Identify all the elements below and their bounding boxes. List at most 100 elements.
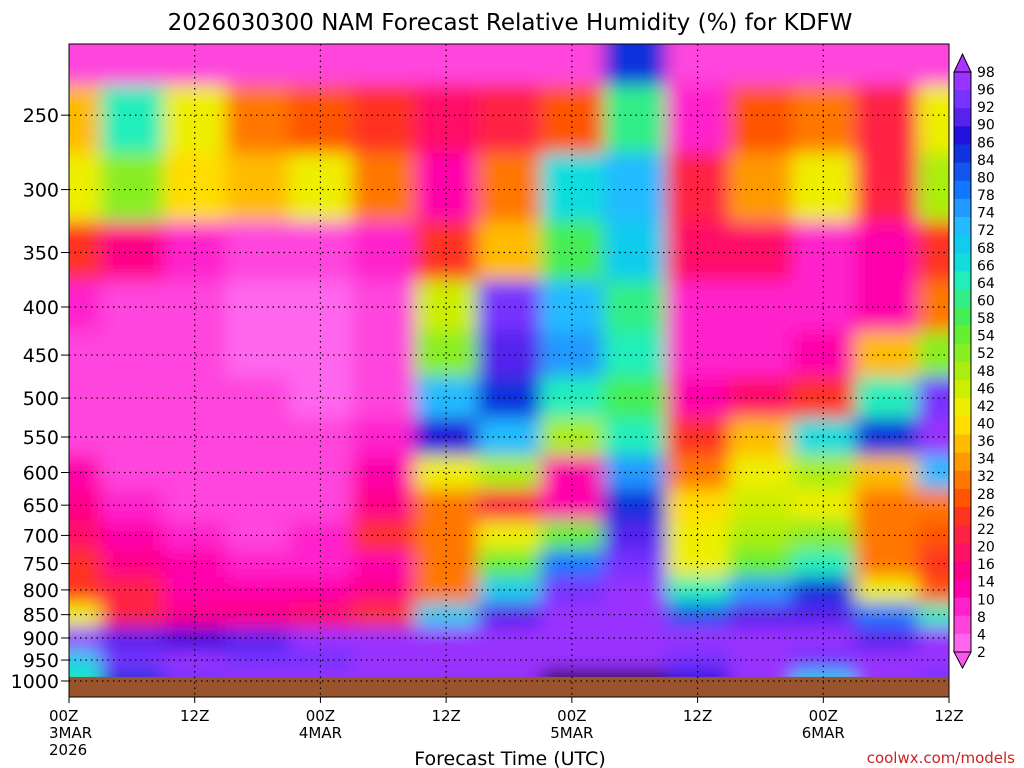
rh-cell (100, 602, 164, 627)
rh-cell (603, 488, 667, 521)
x-tick-label: 00Z (557, 707, 586, 725)
y-axis: 2503003504004505005506006507007508008509… (11, 105, 69, 693)
rh-cell (603, 417, 667, 456)
rh-cell (100, 454, 164, 490)
chart-title: 2026030300 NAM Forecast Relative Humidit… (168, 10, 853, 36)
rh-cell (414, 488, 479, 521)
colorbar-swatch (954, 543, 971, 562)
colorbar-tick-label: 86 (977, 135, 995, 151)
rh-cell (729, 44, 793, 85)
x-tick-label: 4MAR (299, 724, 342, 742)
rh-cell (854, 417, 919, 456)
rh-cell (477, 152, 541, 222)
colorbar-bottom-arrow (953, 651, 972, 670)
rh-cell (226, 279, 290, 332)
rh-cell (540, 488, 604, 521)
rh-cell (854, 44, 919, 85)
colorbar-tick-label: 96 (977, 83, 995, 99)
rh-cell (729, 454, 793, 490)
colorbar-tick-label: 58 (977, 311, 995, 327)
colorbar-frame (953, 71, 972, 653)
credit-text: coolwx.com/models (867, 749, 1015, 767)
rh-cell (351, 331, 416, 378)
rh-cell (917, 44, 949, 85)
x-tick-label: 12Z (934, 707, 963, 725)
rh-cell (100, 376, 164, 419)
plot-frame (68, 43, 950, 698)
rh-cell (729, 488, 793, 521)
ground-below-surface (69, 676, 949, 697)
rh-cell (729, 331, 793, 378)
rh-cell (854, 520, 919, 550)
rh-cell (603, 221, 667, 281)
rh-cell (414, 417, 479, 456)
rh-cell (351, 152, 416, 222)
rh-cell (226, 649, 290, 672)
rh-cell (226, 602, 290, 627)
colorbar-swatch (954, 162, 971, 182)
rh-cell (351, 84, 416, 153)
colorbar-swatch (954, 470, 971, 490)
rh-cell (917, 331, 949, 378)
x-tick-label: 12Z (683, 707, 712, 725)
colorbar-swatch (954, 452, 971, 472)
rh-cell (226, 331, 290, 378)
rh-cell (289, 488, 353, 521)
y-tick-label: 450 (23, 345, 59, 367)
rh-cell (666, 152, 730, 222)
colorbar-tick-label: 84 (977, 153, 995, 169)
rh-cell (163, 331, 227, 378)
rh-cell (69, 649, 101, 672)
colorbar-tick-label: 90 (977, 118, 995, 134)
colorbar-tick-label: 26 (977, 504, 995, 520)
rh-cell (729, 520, 793, 550)
rh-cell (603, 279, 667, 332)
rh-cell (163, 626, 227, 650)
colorbar-tick-label: 80 (977, 170, 995, 186)
colorbar-tick-label: 4 (977, 627, 986, 643)
rh-cell (603, 626, 667, 650)
colorbar-swatch (954, 633, 971, 653)
rh-cell (69, 152, 101, 222)
rh-cell (226, 221, 290, 281)
rh-cell (477, 44, 541, 85)
rh-cell (226, 376, 290, 419)
colorbar-swatch (954, 90, 971, 109)
colorbar-tick-label: 74 (977, 206, 995, 222)
rh-cell (854, 221, 919, 281)
rh-cell (666, 331, 730, 378)
rh-cell (69, 417, 101, 456)
rh-cell (603, 152, 667, 222)
rh-cell (603, 602, 667, 627)
rh-cell (100, 221, 164, 281)
rh-cell (666, 221, 730, 281)
rh-cell (100, 549, 164, 578)
rh-cell (226, 417, 290, 456)
colorbar-tick-label: 14 (977, 575, 995, 591)
rh-cell (729, 649, 793, 672)
rh-cell (603, 454, 667, 490)
colorbar-swatch (954, 271, 971, 290)
rh-cell (289, 454, 353, 490)
rh-cell (729, 221, 793, 281)
colorbar-swatch (954, 362, 971, 381)
colorbar-swatch (954, 325, 971, 345)
rh-cell (666, 417, 730, 456)
rh-cell (603, 44, 667, 85)
rh-cell (540, 417, 604, 456)
gridlines (69, 44, 949, 697)
colorbar-swatch (954, 253, 971, 272)
rh-cell (163, 488, 227, 521)
y-tick-label: 400 (23, 297, 59, 319)
rh-cell (69, 221, 101, 281)
colorbar-swatch (954, 307, 971, 327)
colorbar-top-arrow (953, 52, 972, 73)
rh-cell (791, 331, 856, 378)
rh-cell (163, 417, 227, 456)
rh-field (69, 44, 949, 697)
rh-cell (854, 626, 919, 650)
rh-cell (163, 84, 227, 153)
colorbar-swatch (954, 398, 971, 417)
rh-cell (69, 279, 101, 332)
